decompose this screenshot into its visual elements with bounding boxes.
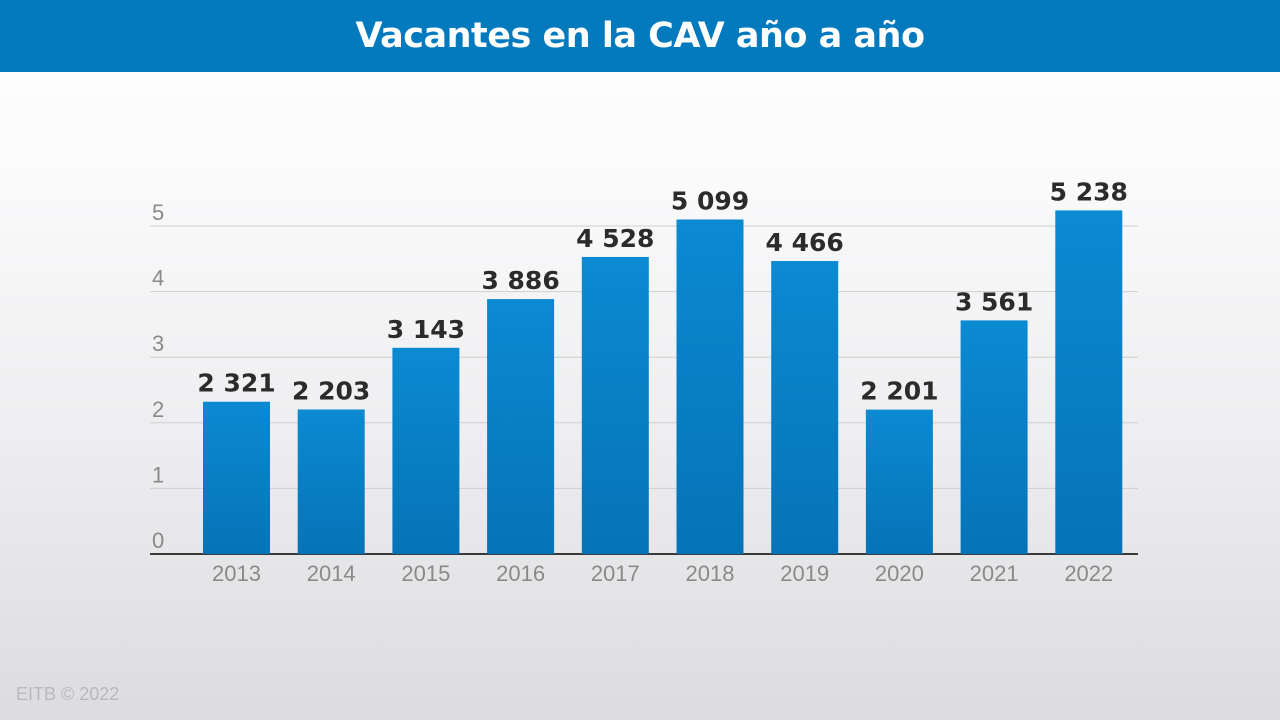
data-label-2018: 5 099 (671, 187, 749, 216)
data-label-2014: 2 203 (292, 376, 370, 405)
data-label-2020: 2 201 (860, 377, 938, 406)
bar-2016 (487, 299, 555, 554)
x-tick-label-2017: 2017 (591, 561, 640, 586)
data-label-2017: 4 528 (576, 224, 654, 253)
data-label-2021: 3 561 (955, 287, 1033, 316)
x-tick-label-2022: 2022 (1064, 561, 1113, 586)
x-tick-label-2015: 2015 (401, 561, 450, 586)
y-tick-label: 2 (152, 397, 164, 422)
x-tick-label-2016: 2016 (496, 561, 545, 586)
title-banner: Vacantes en la CAV año a año (0, 0, 1280, 72)
data-label-2015: 3 143 (387, 315, 465, 344)
chart-title: Vacantes en la CAV año a año (355, 16, 925, 56)
x-axis: 2013 2014 2015 2016 2017 2018 2019 2020 2021 2022 (212, 561, 1113, 586)
bar-2022 (1055, 210, 1123, 554)
bar-2018 (676, 219, 744, 554)
y-tick-label: 5 (152, 200, 164, 225)
bar-2021 (960, 320, 1028, 554)
x-tick-label-2020: 2020 (875, 561, 924, 586)
y-tick-label: 0 (152, 528, 164, 553)
data-label-2016: 3 886 (481, 266, 559, 295)
bar-2019 (771, 261, 839, 554)
y-tick-label: 3 (152, 331, 164, 356)
bar-2013 (203, 401, 270, 554)
x-tick-label-2018: 2018 (686, 561, 735, 586)
x-tick-label-2013: 2013 (212, 561, 261, 586)
data-label-2019: 4 466 (766, 228, 844, 257)
data-label-2013: 2 321 (197, 369, 275, 398)
x-tick-label-2014: 2014 (307, 561, 356, 586)
bars (203, 210, 1123, 554)
bar-2017 (581, 256, 649, 554)
x-tick-label-2019: 2019 (780, 561, 829, 586)
bar-2020 (865, 409, 933, 554)
bar-2015 (392, 347, 460, 554)
y-axis: 0 1 2 3 4 5 (152, 200, 164, 553)
y-tick-label: 1 (152, 462, 164, 487)
credit-text: EITB © 2022 (16, 684, 120, 704)
x-tick-label-2021: 2021 (970, 561, 1019, 586)
data-labels: 2 321 2 203 3 143 3 886 4 528 5 099 4 466 2 201… (197, 177, 1128, 405)
bar-2014 (297, 409, 365, 554)
y-tick-label: 4 (152, 266, 164, 291)
data-label-2022: 5 238 (1050, 177, 1128, 206)
